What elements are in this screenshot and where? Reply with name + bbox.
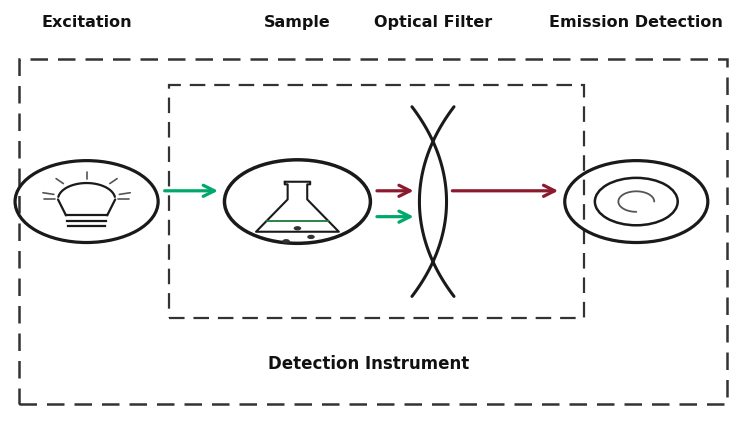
Text: Emission Detection: Emission Detection <box>550 15 723 30</box>
Text: Excitation: Excitation <box>41 15 132 30</box>
Circle shape <box>282 240 290 244</box>
Circle shape <box>307 235 315 240</box>
Text: Detection Instrument: Detection Instrument <box>268 354 470 372</box>
Circle shape <box>294 227 301 231</box>
Text: Optical Filter: Optical Filter <box>373 15 492 30</box>
Text: Sample: Sample <box>264 15 331 30</box>
